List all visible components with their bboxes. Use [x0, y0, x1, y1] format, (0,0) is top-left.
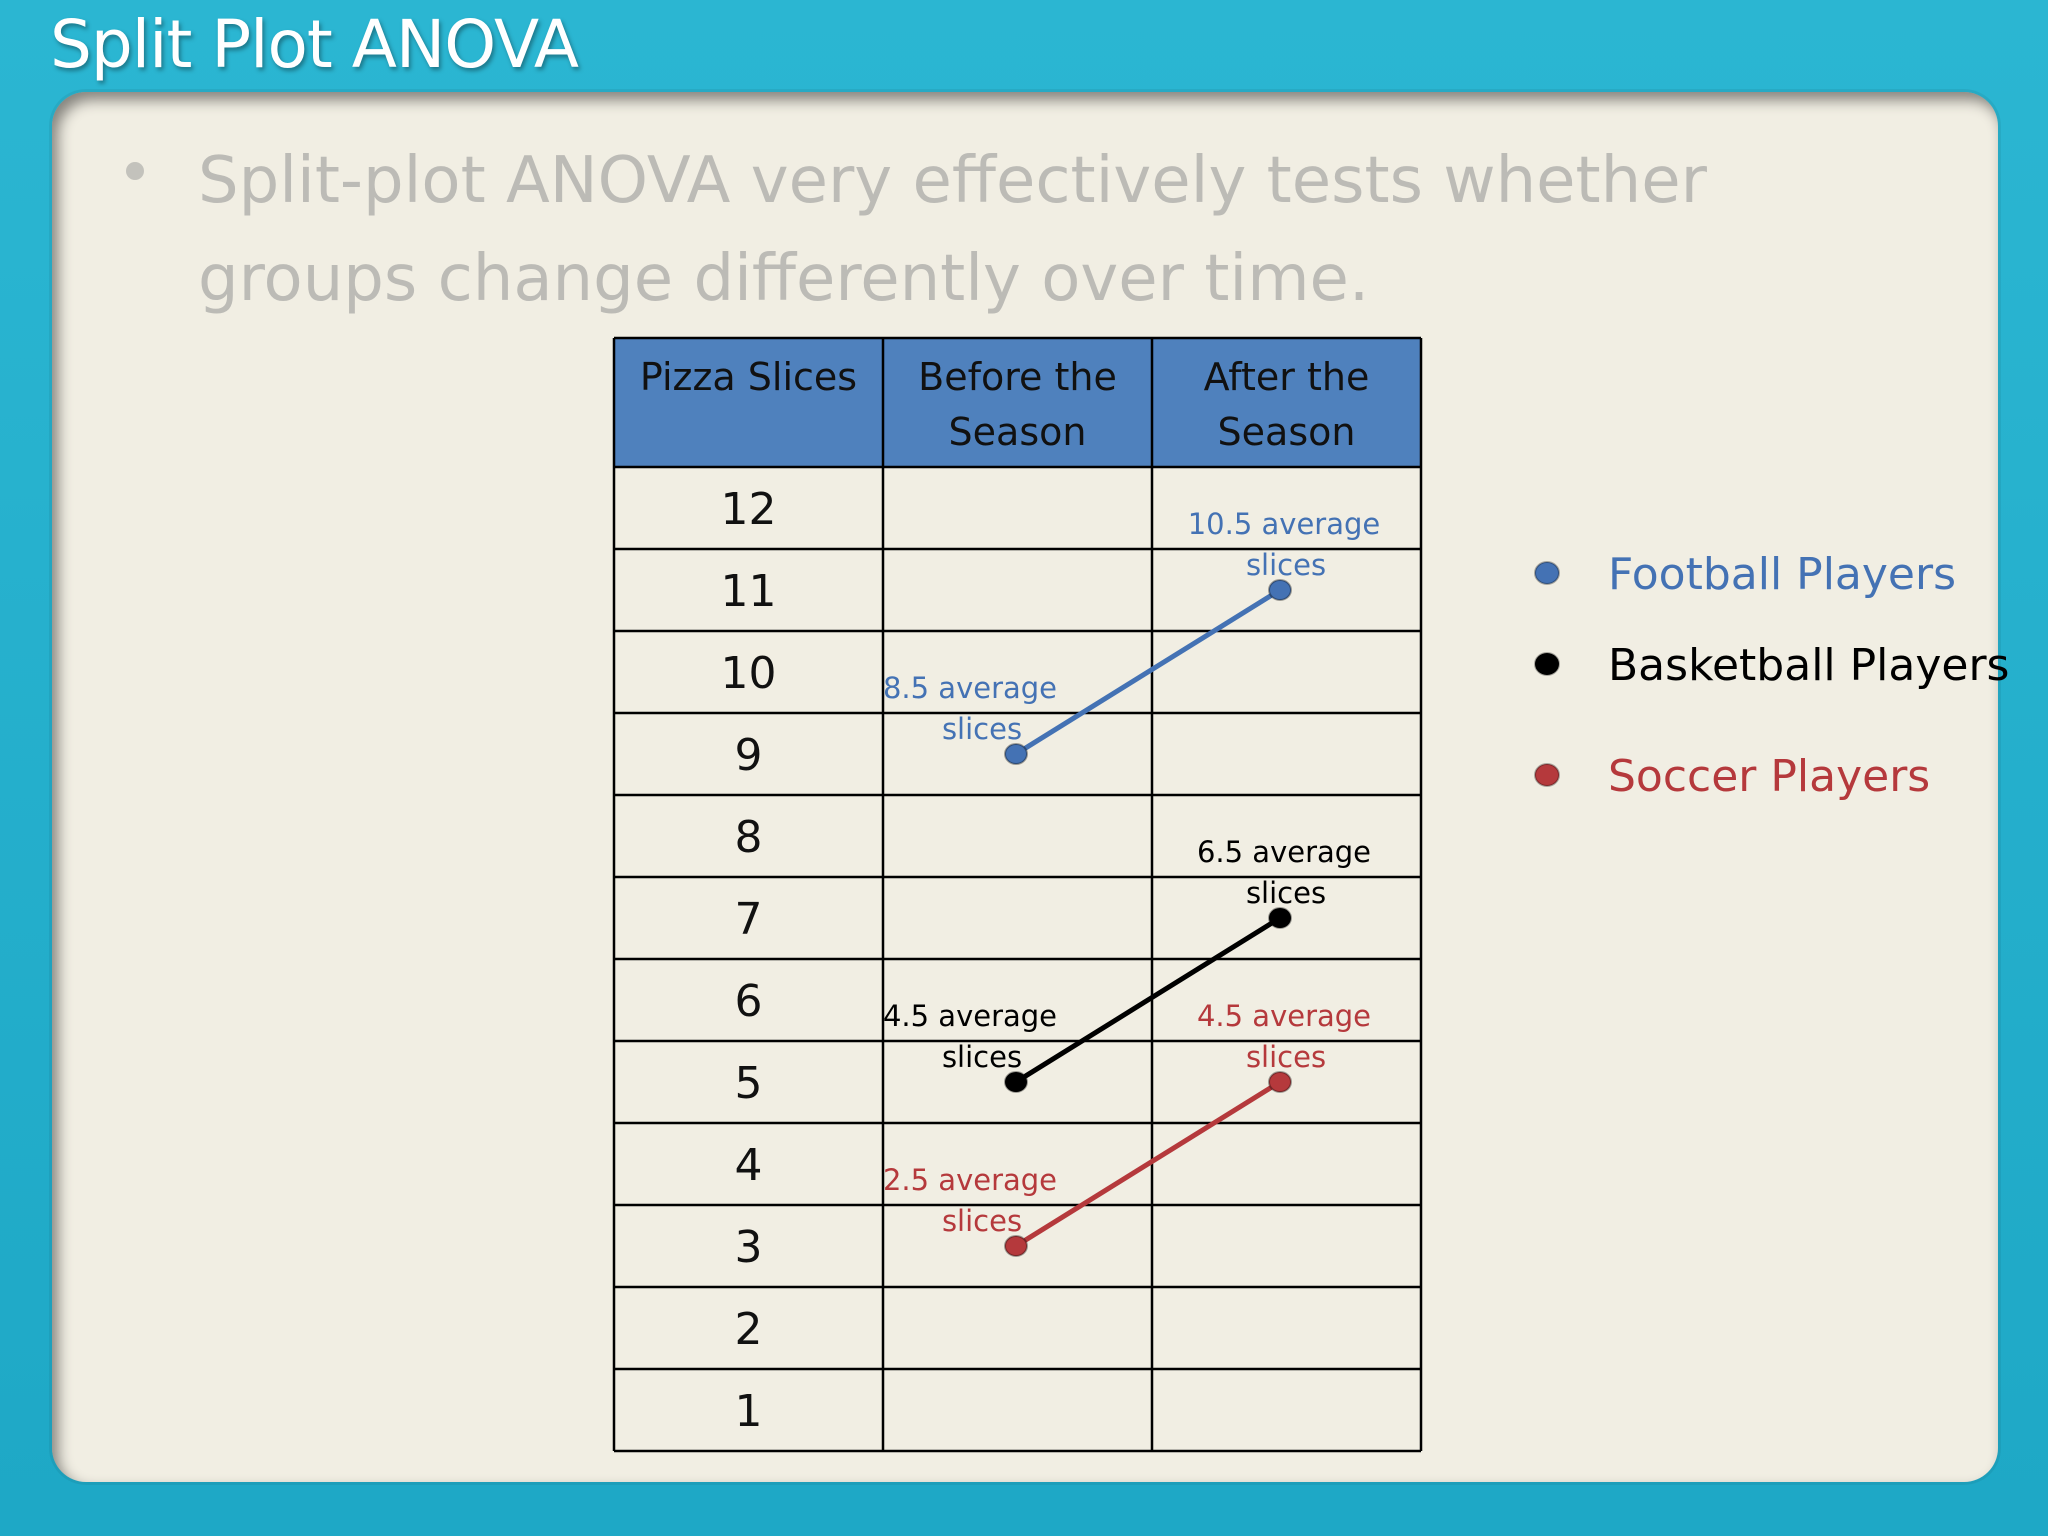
- legend-label: Soccer Players: [1608, 751, 1930, 802]
- data-label: slices: [1246, 1040, 1326, 1074]
- legend-label: Football Players: [1608, 549, 1956, 600]
- series-line: [1014, 587, 1282, 757]
- header-category-label: Season: [949, 410, 1087, 454]
- chart-table: Pizza Slices Before the Season After the Sea…: [612, 336, 1423, 1453]
- row-tick-label: 2: [735, 1304, 763, 1355]
- series-line: [1014, 915, 1282, 1085]
- data-point: [1268, 579, 1292, 601]
- table-header-bg: [614, 338, 1421, 467]
- legend-marker: [1534, 561, 1560, 585]
- bullet-text: Split-plot ANOVA very effectively tests …: [198, 132, 1958, 328]
- data-point: [1268, 907, 1292, 929]
- row-tick-label: 6: [735, 976, 763, 1027]
- bullet-line-2: groups change differently over time.: [198, 242, 1370, 316]
- chart-legend: Football Players Basketball Players Soccer…: [1534, 549, 2009, 802]
- row-tick-label: 10: [721, 648, 777, 699]
- row-tick-label: 5: [735, 1058, 763, 1109]
- data-point: [1004, 743, 1028, 765]
- data-label: 8.5 average: [883, 671, 1057, 705]
- header-category-label: After the: [1204, 355, 1370, 399]
- legend-marker: [1534, 652, 1560, 676]
- data-point: [1268, 1071, 1292, 1093]
- data-label: 6.5 average: [1197, 835, 1371, 869]
- bullet-line-1: Split-plot ANOVA very effectively tests …: [198, 144, 1707, 218]
- legend-marker: [1534, 763, 1560, 787]
- bullet-icon: [126, 162, 144, 180]
- data-label: slices: [1246, 876, 1326, 910]
- slide-title: Split Plot ANOVA: [50, 6, 579, 83]
- row-tick-label: 4: [735, 1140, 763, 1191]
- row-tick-label: 1: [735, 1386, 763, 1437]
- header-pizza-slices: Pizza Slices: [640, 355, 857, 399]
- row-tick-label: 7: [735, 894, 763, 945]
- data-label: 4.5 average: [883, 999, 1057, 1033]
- header-category-label: Season: [1218, 410, 1356, 454]
- data-point: [1004, 1071, 1028, 1093]
- series-line: [1014, 1079, 1282, 1249]
- row-tick-label: 3: [735, 1222, 763, 1273]
- row-tick-label: 11: [721, 566, 777, 617]
- chart-series: 8.5 average slices 10.5 average slices 4.5 a…: [883, 507, 1381, 1257]
- data-label: 2.5 average: [883, 1163, 1057, 1197]
- data-label: slices: [1246, 548, 1326, 582]
- row-tick-label: 12: [721, 484, 777, 535]
- header-category-label: Before the: [918, 355, 1117, 399]
- data-point: [1004, 1235, 1028, 1257]
- legend-label: Basketball Players: [1608, 640, 2009, 691]
- data-label: 4.5 average: [1197, 999, 1371, 1033]
- data-label: slices: [942, 712, 1022, 746]
- row-tick-label: 8: [735, 812, 763, 863]
- data-label: 10.5 average: [1188, 507, 1381, 541]
- row-tick-label: 9: [735, 730, 763, 781]
- data-label: slices: [942, 1204, 1022, 1238]
- data-label: slices: [942, 1040, 1022, 1074]
